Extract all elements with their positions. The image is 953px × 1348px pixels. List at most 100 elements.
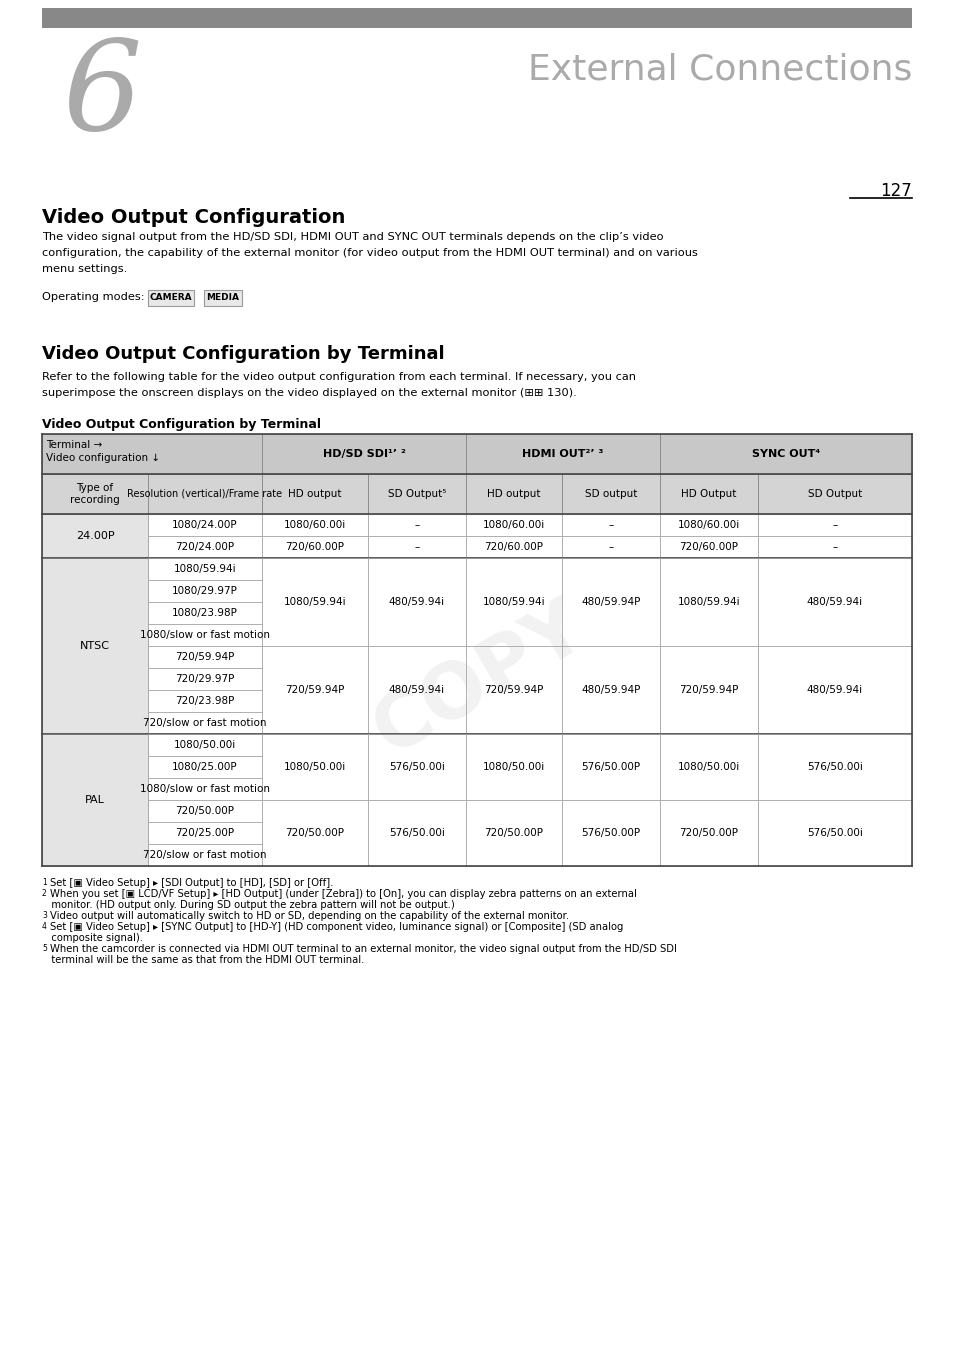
Text: SYNC OUT⁴: SYNC OUT⁴: [751, 449, 820, 460]
Text: HDMI OUT²’ ³: HDMI OUT²’ ³: [521, 449, 603, 460]
Text: –: –: [832, 542, 837, 551]
Text: 3: 3: [42, 911, 47, 919]
Text: 1080/24.00P: 1080/24.00P: [172, 520, 237, 530]
Text: CAMERA: CAMERA: [150, 294, 193, 302]
Bar: [262, 434, 465, 474]
Text: 720/slow or fast motion: 720/slow or fast motion: [143, 718, 267, 728]
Text: 1080/29.97P: 1080/29.97P: [172, 586, 237, 596]
Text: 480/59.94i: 480/59.94i: [806, 685, 862, 696]
Text: 1080/59.94i: 1080/59.94i: [283, 597, 346, 607]
Bar: [42, 474, 148, 514]
Text: MEDIA: MEDIA: [206, 294, 239, 302]
Bar: [465, 474, 561, 514]
Text: 720/50.00P: 720/50.00P: [175, 806, 234, 816]
Text: –: –: [414, 520, 419, 530]
Text: When the camcorder is connected via HDMI OUT terminal to an external monitor, th: When the camcorder is connected via HDMI…: [50, 944, 677, 954]
Bar: [561, 474, 659, 514]
Text: 480/59.94P: 480/59.94P: [580, 597, 640, 607]
Text: 480/59.94i: 480/59.94i: [389, 597, 445, 607]
Text: NTSC: NTSC: [80, 642, 110, 651]
Text: PAL: PAL: [85, 795, 105, 805]
Text: 720/24.00P: 720/24.00P: [175, 542, 234, 551]
Text: 1080/23.98P: 1080/23.98P: [172, 608, 237, 617]
Text: 720/59.94P: 720/59.94P: [679, 685, 738, 696]
Text: Type of
recording: Type of recording: [71, 483, 120, 504]
Text: –: –: [832, 520, 837, 530]
Text: menu settings.: menu settings.: [42, 264, 127, 274]
Text: superimpose the onscreen displays on the video displayed on the external monitor: superimpose the onscreen displays on the…: [42, 388, 577, 398]
Text: 1: 1: [42, 878, 47, 887]
Text: 5: 5: [42, 944, 47, 953]
Text: 720/slow or fast motion: 720/slow or fast motion: [143, 851, 267, 860]
Text: 720/50.00P: 720/50.00P: [285, 828, 344, 838]
Text: Resolution (vertical)/Frame rate: Resolution (vertical)/Frame rate: [128, 489, 282, 499]
Text: 24.00P: 24.00P: [75, 531, 114, 541]
Bar: [42, 735, 148, 865]
Text: terminal will be the same as that from the HDMI OUT terminal.: terminal will be the same as that from t…: [42, 954, 364, 965]
Bar: [204, 290, 242, 306]
Text: –: –: [608, 520, 613, 530]
Text: 1080/59.94i: 1080/59.94i: [482, 597, 545, 607]
Text: 576/50.00i: 576/50.00i: [806, 762, 862, 772]
Text: Set [▣ Video Setup] ▸ [SYNC Output] to [HD-Y] (HD component video, luminance sig: Set [▣ Video Setup] ▸ [SYNC Output] to […: [50, 922, 622, 931]
Text: 480/59.94P: 480/59.94P: [580, 685, 640, 696]
Text: 720/50.00P: 720/50.00P: [679, 828, 738, 838]
Text: 1080/50.00i: 1080/50.00i: [284, 762, 346, 772]
Bar: [148, 474, 262, 514]
Text: HD output: HD output: [288, 489, 341, 499]
Text: 2: 2: [42, 888, 47, 898]
Text: Video Output Configuration by Terminal: Video Output Configuration by Terminal: [42, 418, 320, 431]
Text: 720/23.98P: 720/23.98P: [175, 696, 234, 706]
Text: Video configuration ↓: Video configuration ↓: [46, 453, 160, 462]
Bar: [368, 474, 465, 514]
Text: 1080/59.94i: 1080/59.94i: [173, 563, 236, 574]
Text: 720/25.00P: 720/25.00P: [175, 828, 234, 838]
Text: 1080/25.00P: 1080/25.00P: [172, 762, 237, 772]
Text: SD output: SD output: [584, 489, 637, 499]
Text: 1080/60.00i: 1080/60.00i: [482, 520, 544, 530]
Bar: [148, 290, 193, 306]
Text: Video Output Configuration: Video Output Configuration: [42, 208, 345, 226]
Text: 720/60.00P: 720/60.00P: [484, 542, 543, 551]
Text: 4: 4: [42, 922, 47, 931]
Text: 1080/50.00i: 1080/50.00i: [678, 762, 740, 772]
Text: 576/50.00i: 576/50.00i: [389, 762, 444, 772]
Text: 127: 127: [880, 182, 911, 200]
Text: composite signal).: composite signal).: [42, 933, 143, 944]
Text: Operating modes:: Operating modes:: [42, 293, 145, 302]
Text: HD Output: HD Output: [680, 489, 736, 499]
Bar: [758, 474, 911, 514]
Text: 1080/50.00i: 1080/50.00i: [482, 762, 544, 772]
Text: 1080/slow or fast motion: 1080/slow or fast motion: [140, 630, 270, 640]
Text: 576/50.00i: 576/50.00i: [389, 828, 444, 838]
Text: 720/50.00P: 720/50.00P: [484, 828, 543, 838]
Text: 720/29.97P: 720/29.97P: [175, 674, 234, 683]
Text: Set [▣ Video Setup] ▸ [SDI Output] to [HD], [SD] or [Off].: Set [▣ Video Setup] ▸ [SDI Output] to [H…: [50, 878, 333, 888]
Bar: [659, 434, 911, 474]
Text: 720/59.94P: 720/59.94P: [285, 685, 344, 696]
Text: 1080/slow or fast motion: 1080/slow or fast motion: [140, 785, 270, 794]
Text: 720/60.00P: 720/60.00P: [285, 542, 344, 551]
Text: –: –: [608, 542, 613, 551]
Text: configuration, the capability of the external monitor (for video output from the: configuration, the capability of the ext…: [42, 248, 698, 257]
Text: The video signal output from the HD/SD SDI, HDMI OUT and SYNC OUT terminals depe: The video signal output from the HD/SD S…: [42, 232, 663, 243]
Text: 480/59.94i: 480/59.94i: [806, 597, 862, 607]
Text: 576/50.00P: 576/50.00P: [580, 762, 639, 772]
Text: –: –: [414, 542, 419, 551]
Text: SD Output⁵: SD Output⁵: [388, 489, 446, 499]
Text: Refer to the following table for the video output configuration from each termin: Refer to the following table for the vid…: [42, 372, 636, 381]
Bar: [42, 514, 148, 558]
Bar: [465, 434, 659, 474]
Bar: [42, 558, 148, 735]
Text: 1080/60.00i: 1080/60.00i: [284, 520, 346, 530]
Bar: [262, 474, 368, 514]
Text: SD Output: SD Output: [807, 489, 862, 499]
Text: External Connections: External Connections: [527, 53, 911, 86]
Text: 480/59.94i: 480/59.94i: [389, 685, 445, 696]
Text: 1080/60.00i: 1080/60.00i: [678, 520, 740, 530]
Bar: [42, 8, 911, 28]
Text: When you set [▣ LCD/VF Setup] ▸ [HD Output] (under [Zebra]) to [On], you can dis: When you set [▣ LCD/VF Setup] ▸ [HD Outp…: [50, 888, 637, 899]
Text: monitor. (HD output only. During SD output the zebra pattern will not be output.: monitor. (HD output only. During SD outp…: [42, 900, 455, 910]
Bar: [42, 434, 262, 474]
Text: 576/50.00i: 576/50.00i: [806, 828, 862, 838]
